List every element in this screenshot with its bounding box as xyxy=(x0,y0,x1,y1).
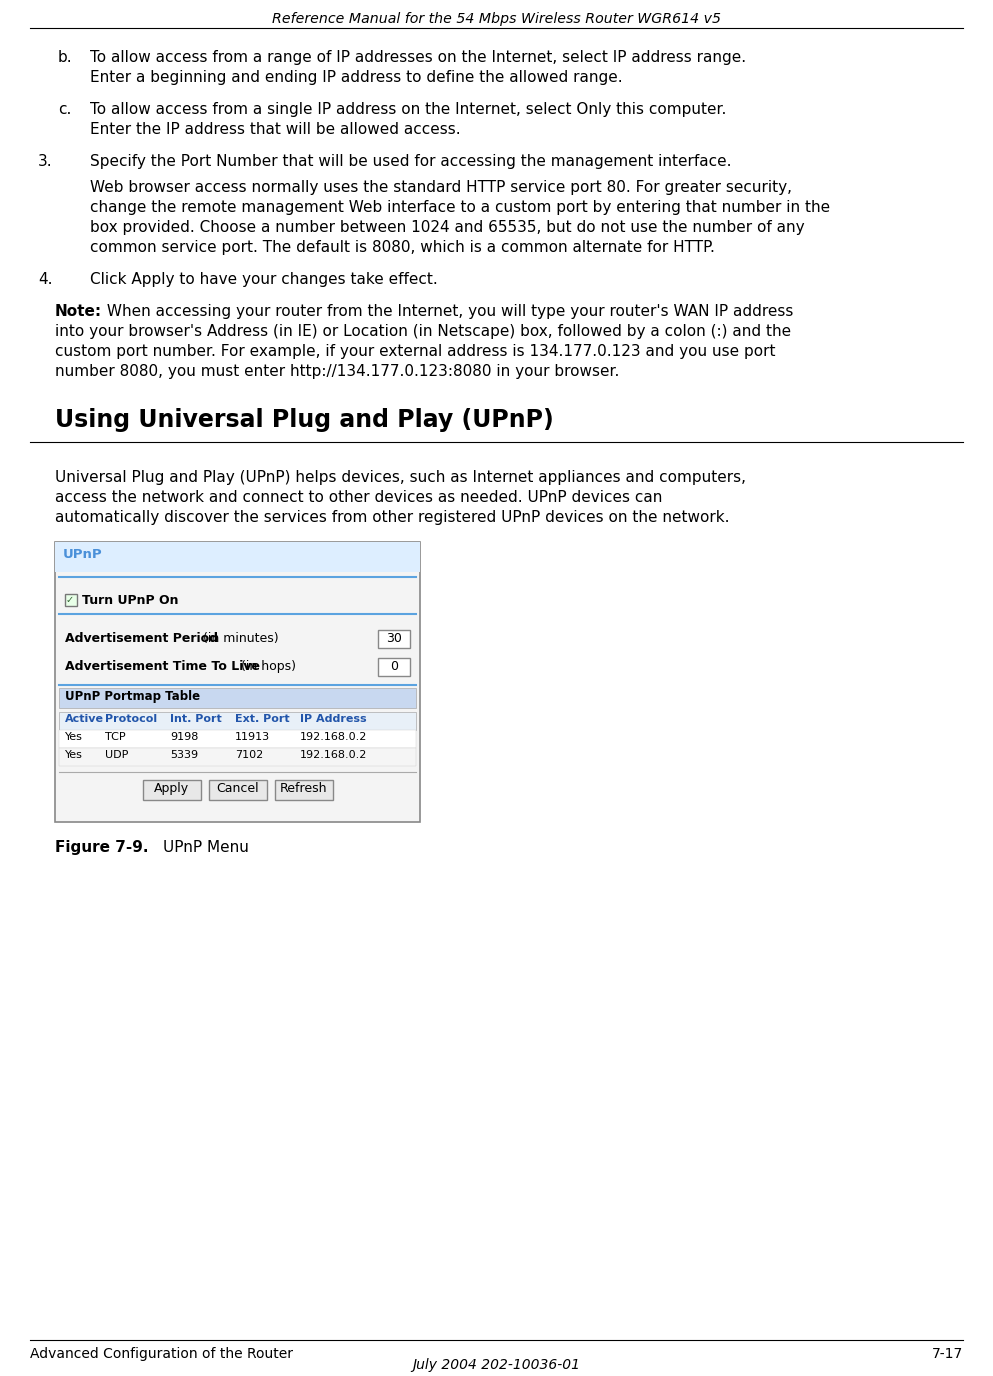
Text: b.: b. xyxy=(58,50,72,65)
Bar xyxy=(59,688,416,709)
Text: box provided. Choose a number between 1024 and 65535, but do not use the number : box provided. Choose a number between 10… xyxy=(90,220,804,235)
Text: Enter the IP address that will be allowed access.: Enter the IP address that will be allowe… xyxy=(90,122,461,138)
Text: automatically discover the services from other registered UPnP devices on the ne: automatically discover the services from… xyxy=(55,510,730,526)
Bar xyxy=(274,780,333,799)
Text: 192.168.0.2: 192.168.0.2 xyxy=(300,750,367,760)
Bar xyxy=(378,630,410,648)
Bar xyxy=(55,542,420,572)
Text: Ext. Port: Ext. Port xyxy=(235,714,290,724)
Text: Protocol: Protocol xyxy=(105,714,157,724)
Text: into your browser's Address (in IE) or Location (in Netscape) box, followed by a: into your browser's Address (in IE) or L… xyxy=(55,323,791,338)
Text: 4.: 4. xyxy=(38,272,53,288)
Text: Enter a beginning and ending IP address to define the allowed range.: Enter a beginning and ending IP address … xyxy=(90,70,623,85)
Text: Specify the Port Number that will be used for accessing the management interface: Specify the Port Number that will be use… xyxy=(90,154,732,169)
Text: UPnP Portmap Table: UPnP Portmap Table xyxy=(65,689,201,703)
Text: 3.: 3. xyxy=(38,154,53,169)
Text: Advertisement Time To Live: Advertisement Time To Live xyxy=(65,660,260,673)
Text: Int. Port: Int. Port xyxy=(170,714,221,724)
Text: Turn UPnP On: Turn UPnP On xyxy=(82,594,179,607)
Text: common service port. The default is 8080, which is a common alternate for HTTP.: common service port. The default is 8080… xyxy=(90,239,715,255)
Text: To allow access from a range of IP addresses on the Internet, select IP address : To allow access from a range of IP addre… xyxy=(90,50,746,65)
Bar xyxy=(59,749,416,766)
Text: 192.168.0.2: 192.168.0.2 xyxy=(300,732,367,742)
Bar xyxy=(55,542,420,821)
Text: Active: Active xyxy=(65,714,104,724)
Text: Refresh: Refresh xyxy=(280,782,328,795)
Text: Figure 7-9.: Figure 7-9. xyxy=(55,839,149,854)
Text: July 2004 202-10036-01: July 2004 202-10036-01 xyxy=(412,1358,581,1372)
Text: ✓: ✓ xyxy=(66,594,74,605)
Text: Using Universal Plug and Play (UPnP): Using Universal Plug and Play (UPnP) xyxy=(55,409,554,432)
Text: Reference Manual for the 54 Mbps Wireless Router WGR614 v5: Reference Manual for the 54 Mbps Wireles… xyxy=(272,12,721,26)
Bar xyxy=(59,731,416,749)
Text: UPnP: UPnP xyxy=(63,548,102,561)
Bar xyxy=(378,658,410,676)
Text: UDP: UDP xyxy=(105,750,128,760)
Text: 7102: 7102 xyxy=(235,750,263,760)
Text: 9198: 9198 xyxy=(170,732,199,742)
Text: To allow access from a single IP address on the Internet, select Only this compu: To allow access from a single IP address… xyxy=(90,102,726,117)
Text: Universal Plug and Play (UPnP) helps devices, such as Internet appliances and co: Universal Plug and Play (UPnP) helps dev… xyxy=(55,471,746,484)
Text: access the network and connect to other devices as needed. UPnP devices can: access the network and connect to other … xyxy=(55,490,662,505)
Text: Apply: Apply xyxy=(154,782,189,795)
Text: Yes: Yes xyxy=(65,750,82,760)
Text: Click Apply to have your changes take effect.: Click Apply to have your changes take ef… xyxy=(90,272,438,288)
Text: c.: c. xyxy=(58,102,71,117)
Bar xyxy=(65,594,77,605)
Text: 5339: 5339 xyxy=(170,750,199,760)
Text: Advertisement Period: Advertisement Period xyxy=(65,632,218,645)
Text: 11913: 11913 xyxy=(235,732,270,742)
Text: Cancel: Cancel xyxy=(216,782,259,795)
Text: 0: 0 xyxy=(390,660,398,673)
Text: 30: 30 xyxy=(386,632,402,645)
Text: Note:: Note: xyxy=(55,304,102,319)
Text: (in minutes): (in minutes) xyxy=(199,632,279,645)
Text: Web browser access normally uses the standard HTTP service port 80. For greater : Web browser access normally uses the sta… xyxy=(90,180,792,195)
Text: 7-17: 7-17 xyxy=(931,1347,963,1361)
Text: IP Address: IP Address xyxy=(300,714,366,724)
Bar xyxy=(59,711,416,731)
Text: TCP: TCP xyxy=(105,732,126,742)
Text: custom port number. For example, if your external address is 134.177.0.123 and y: custom port number. For example, if your… xyxy=(55,344,776,359)
Text: Advanced Configuration of the Router: Advanced Configuration of the Router xyxy=(30,1347,293,1361)
Text: Yes: Yes xyxy=(65,732,82,742)
Text: UPnP Menu: UPnP Menu xyxy=(163,839,249,854)
Text: change the remote management Web interface to a custom port by entering that num: change the remote management Web interfa… xyxy=(90,200,830,215)
Text: When accessing your router from the Internet, you will type your router's WAN IP: When accessing your router from the Inte… xyxy=(102,304,793,319)
Text: number 8080, you must enter http://134.177.0.123:8080 in your browser.: number 8080, you must enter http://134.1… xyxy=(55,365,620,378)
Bar xyxy=(143,780,201,799)
Bar xyxy=(209,780,266,799)
Text: (in hops): (in hops) xyxy=(237,660,296,673)
